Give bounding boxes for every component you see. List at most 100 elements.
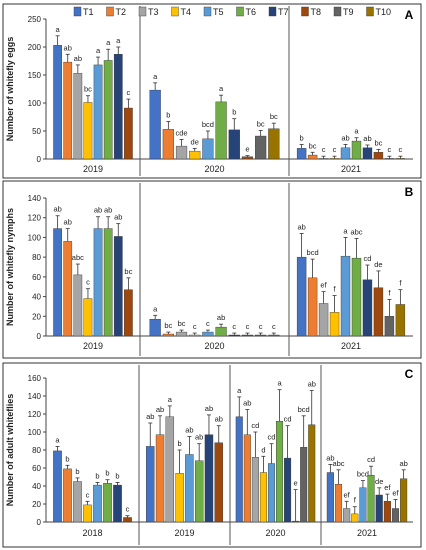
legend-label-t1: T1 xyxy=(83,7,94,17)
legend-label-t6: T6 xyxy=(246,7,257,17)
legend-swatch-t10 xyxy=(366,6,374,17)
chart-panel-c: 0 20 40 60 80 100 120 140 160 Number of adult whi… xyxy=(2,362,422,548)
legend-label-t2: T2 xyxy=(116,7,127,17)
significance-letter: ab xyxy=(146,412,154,421)
bar-2021-t3 xyxy=(343,508,351,523)
significance-letter: bc xyxy=(178,319,186,328)
bar-2020-t4 xyxy=(189,334,201,337)
legend-swatch-t3 xyxy=(138,6,147,17)
bar-2018-t6 xyxy=(103,483,112,523)
legend-label-t9: T9 xyxy=(343,7,354,17)
significance-letter: cde xyxy=(175,128,187,137)
legend-swatch-t7 xyxy=(268,6,277,17)
significance-letter: cd xyxy=(363,254,371,263)
significance-letter: bc xyxy=(309,141,317,150)
legend-swatch-t5 xyxy=(203,6,212,17)
x-group-label: 2020 xyxy=(204,164,224,174)
bar-2019-t2 xyxy=(63,241,73,337)
significance-letter: ab xyxy=(341,133,349,142)
significance-letter: ab xyxy=(363,134,371,143)
x-group-label: 2021 xyxy=(341,164,361,174)
bar-2020-t6 xyxy=(215,326,227,337)
legend: T1 T2 T3 T4 T5 T6 T7 T8 T9 T10 xyxy=(73,6,391,17)
significance-letter: a xyxy=(277,379,282,388)
y-axis-label: Number of whitefly eggs xyxy=(5,37,15,142)
bar-2021-t5 xyxy=(340,255,351,337)
bar-2021-t7 xyxy=(362,279,373,337)
legend-label-t7: T7 xyxy=(278,7,289,17)
bar-2019-t8 xyxy=(124,107,133,160)
y-tick-label: 200 xyxy=(28,43,42,52)
significance-letter: bcd xyxy=(357,470,369,479)
bar-2021-t8 xyxy=(373,287,384,337)
bar-2019-t5 xyxy=(185,454,194,523)
significance-letter: a xyxy=(219,84,224,93)
significance-letter: a xyxy=(343,226,348,235)
legend-label-t3: T3 xyxy=(148,7,159,17)
bar-2020-t10 xyxy=(308,424,316,523)
significance-letter: c xyxy=(399,145,403,154)
significance-letter: c xyxy=(127,88,131,97)
legend-swatch-t6 xyxy=(236,6,244,17)
y-tick-label: 100 xyxy=(28,233,42,242)
panel-frame xyxy=(2,362,422,548)
bar-2018-t1 xyxy=(53,450,62,523)
bar-2018-t8 xyxy=(123,517,132,523)
legend-swatch-t2 xyxy=(106,6,114,17)
bar-2020-t1 xyxy=(235,416,243,523)
bar-2021-t4 xyxy=(351,513,359,523)
significance-letter: a xyxy=(55,435,60,444)
bar-2021-t10 xyxy=(395,158,406,160)
panel-frame xyxy=(2,180,422,359)
y-tick-label: 0 xyxy=(37,155,42,164)
significance-letter: a xyxy=(106,38,111,47)
significance-letter: ab xyxy=(195,433,203,442)
significance-letter: d xyxy=(261,445,265,454)
x-group-label: 2020 xyxy=(265,528,285,538)
bar-2019-t3 xyxy=(165,416,175,523)
significance-letter: a xyxy=(237,386,242,395)
bar-2020-t6 xyxy=(215,101,227,160)
significance-letter: de xyxy=(374,260,382,269)
panel-letter: B xyxy=(405,185,414,199)
bar-2020-t8 xyxy=(292,520,300,523)
significance-letter: de xyxy=(191,137,199,146)
significance-letter: e xyxy=(294,479,298,488)
y-tick-label: 20 xyxy=(32,312,41,321)
y-tick-label: 100 xyxy=(28,99,42,108)
chart-panel-b: 0 20 40 60 80 100 120 140 Number of whitefly nym… xyxy=(2,180,422,359)
bar-2019-t6 xyxy=(103,228,113,337)
y-tick-label: 60 xyxy=(32,273,41,282)
bar-2019-t7 xyxy=(113,54,123,160)
significance-letter: ab xyxy=(156,405,164,414)
y-tick-label: 250 xyxy=(28,15,42,24)
x-group-label: 2019 xyxy=(83,341,103,351)
bar-2021-t6 xyxy=(351,140,362,160)
significance-letter: ab xyxy=(399,459,407,468)
significance-letter: a xyxy=(153,72,158,81)
bar-2019-t2 xyxy=(155,434,165,523)
significance-letter: a xyxy=(153,304,158,313)
significance-letter: f xyxy=(399,279,402,288)
significance-letter: b xyxy=(166,110,170,119)
chart-panel-a: 0 50 100 150 200 250 Number of whitefly eggs Aa… xyxy=(2,3,422,179)
bar-2020-t2 xyxy=(162,333,174,337)
significance-letter: bcd xyxy=(307,248,319,257)
y-tick-label: 120 xyxy=(28,214,42,223)
significance-letter: b xyxy=(178,439,182,448)
legend-label-t5: T5 xyxy=(213,7,224,17)
bar-2021-t9 xyxy=(384,316,395,337)
significance-letter: ab xyxy=(53,205,61,214)
bar-2019-t5 xyxy=(93,228,103,337)
significance-letter: b xyxy=(300,133,304,142)
significance-letter: ab xyxy=(64,43,72,52)
panel-letter: C xyxy=(405,367,414,381)
legend-swatch-t4 xyxy=(171,6,179,17)
bar-2018-t2 xyxy=(63,468,72,523)
y-tick-label: 80 xyxy=(32,446,41,455)
bar-2019-t8 xyxy=(214,442,223,523)
significance-letter: cd xyxy=(268,433,276,442)
significance-letter: ab xyxy=(217,313,225,322)
bar-2020-t7 xyxy=(228,334,240,337)
significance-letter: cd xyxy=(251,421,259,430)
